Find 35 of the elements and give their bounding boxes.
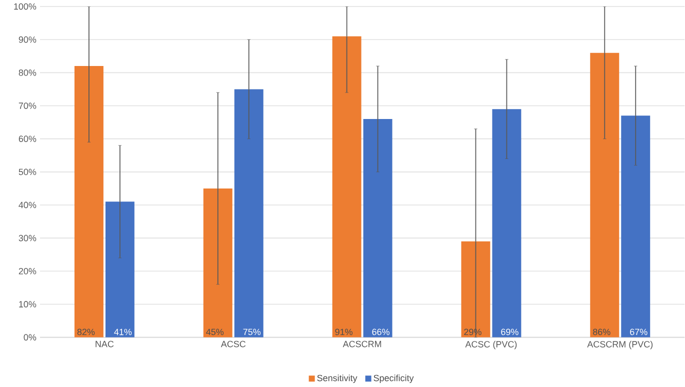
bar [332, 36, 362, 338]
y-tick-label: 40% [18, 202, 36, 208]
y-tick-label: 60% [18, 136, 36, 142]
bar [363, 119, 392, 338]
legend-label: Sensitivity [317, 374, 358, 384]
y-tick-label: 70% [18, 102, 36, 110]
bar [590, 53, 620, 338]
bar [105, 202, 134, 338]
y-tick-label: 10% [19, 301, 36, 308]
x-tick-label: ACSC [220, 341, 246, 348]
y-tick-label: 50% [18, 168, 36, 176]
data-label: 75% [243, 328, 261, 336]
y-tick-label: 30% [18, 235, 36, 242]
bar [74, 66, 104, 338]
legend-label: Specificity [374, 374, 414, 384]
data-label: 82% [77, 328, 95, 336]
data-label: 91% [335, 328, 352, 336]
data-label: 86% [593, 328, 610, 336]
data-label: 41% [114, 329, 132, 336]
bar [234, 89, 264, 338]
data-label: 66% [372, 328, 390, 336]
x-tick-label: ACSCRM (PVC) [587, 341, 653, 350]
x-tick-label: NAC [96, 341, 114, 348]
y-tick-label: 100% [14, 4, 36, 10]
bar [621, 116, 650, 338]
data-label: 67% [630, 328, 648, 336]
bar [492, 109, 522, 338]
x-tick-label: ACSC (PVC) [465, 341, 517, 350]
data-label: 45% [206, 328, 224, 336]
x-tick-label: ACSCRM [342, 341, 382, 348]
y-tick-label: 80% [18, 70, 36, 76]
y-tick-label: 90% [18, 36, 36, 43]
y-tick-label: 20% [18, 268, 36, 275]
y-tick-label: 0% [24, 334, 36, 341]
data-label: 69% [501, 328, 518, 336]
